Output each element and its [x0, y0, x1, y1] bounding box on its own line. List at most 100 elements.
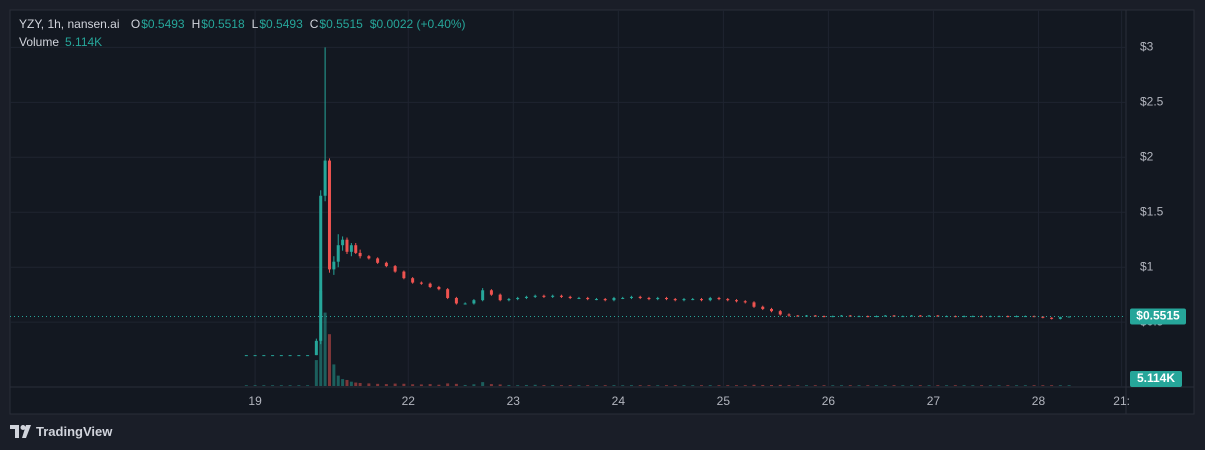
volume-bar	[699, 385, 703, 386]
candle-body	[345, 239, 349, 252]
candle-body	[770, 308, 774, 312]
candle-body	[542, 295, 546, 297]
candle-body	[454, 297, 458, 304]
candle-body	[288, 355, 292, 357]
candle-body	[384, 262, 388, 267]
ohlc-key: H	[191, 17, 201, 31]
volume-bar	[323, 312, 327, 386]
ohlc-value: $0.5493	[141, 17, 185, 31]
volume-bar	[831, 385, 835, 386]
x-tick-label: 25	[717, 394, 731, 408]
volume-bar	[1006, 385, 1010, 386]
candle-body	[936, 315, 940, 317]
volume-bar	[953, 385, 957, 386]
candle-body	[1058, 317, 1062, 319]
volume-bar	[345, 379, 349, 386]
ohlc-key: O	[130, 17, 141, 31]
volume-bar	[454, 383, 458, 386]
volume-bar	[542, 385, 546, 386]
y-tick-label: $2.5	[1140, 94, 1164, 108]
volume-bar	[822, 385, 826, 386]
y-tick-label: $3	[1140, 40, 1154, 54]
candle-body	[840, 315, 844, 317]
volume-bar	[901, 385, 905, 386]
volume-bar	[336, 375, 340, 386]
volume-bar	[446, 383, 450, 386]
candle-body	[787, 314, 791, 316]
candle-body	[1041, 316, 1045, 318]
candle-body	[778, 311, 782, 315]
candle-body	[629, 296, 633, 298]
volume-bar	[761, 384, 765, 386]
candle-body	[271, 355, 275, 357]
candle-body	[472, 300, 476, 304]
candle-body	[857, 316, 861, 318]
ohlc-value: $0.5493	[259, 17, 303, 31]
candle-body	[358, 252, 362, 257]
candle-body	[699, 299, 703, 301]
volume-bar	[1041, 385, 1045, 386]
volume-bar	[612, 385, 616, 386]
candle-body	[323, 160, 327, 196]
volume-bar	[796, 385, 800, 386]
volume-bar	[516, 385, 520, 386]
volume-bar	[962, 385, 966, 386]
candle-body	[1023, 316, 1027, 318]
volume-value-box	[1130, 371, 1182, 387]
volume-bar	[463, 384, 467, 386]
candle-body	[621, 297, 625, 299]
volume-bar	[288, 385, 292, 386]
candle-body	[336, 245, 340, 262]
candle-body	[376, 258, 380, 263]
candle-body	[437, 286, 441, 290]
candle-body	[516, 297, 520, 300]
candle-body	[761, 306, 765, 309]
candle-body	[568, 296, 572, 298]
branding: TradingView	[10, 424, 112, 439]
logo	[10, 424, 31, 438]
volume-bar	[918, 385, 922, 386]
volume-bar	[498, 384, 502, 386]
volume-bar	[603, 385, 607, 386]
volume-legend: Volume 5.114K	[19, 35, 109, 49]
volume-bar	[551, 384, 555, 386]
candle-body	[953, 316, 957, 318]
last-price-label: $0.5515	[1136, 309, 1180, 323]
volume-bar	[945, 385, 949, 386]
candle-body	[656, 297, 660, 300]
candle-body	[507, 299, 511, 301]
volume-bar	[664, 385, 668, 386]
candle-body	[883, 315, 887, 317]
volume-bar	[411, 384, 415, 386]
candle-body	[971, 316, 975, 318]
x-tick-label: 28	[1032, 394, 1046, 408]
volume-bar	[568, 385, 572, 386]
volume-bar	[507, 384, 511, 386]
candle-body	[332, 261, 336, 270]
volume-bar	[393, 383, 397, 386]
volume-bar	[840, 385, 844, 386]
candle-body	[647, 297, 651, 300]
candle-body	[297, 355, 301, 357]
candle-body	[446, 289, 450, 298]
volume-bar	[332, 364, 336, 386]
candle-body	[875, 316, 879, 318]
candle-body	[367, 256, 371, 259]
volume-bar	[577, 385, 581, 386]
volume-bar	[875, 385, 879, 386]
candle-body	[664, 297, 668, 300]
candle-body	[463, 303, 467, 305]
volume-bar	[524, 384, 528, 386]
candle-body	[1050, 317, 1054, 319]
candle-body	[743, 301, 747, 303]
volume-bar	[927, 385, 931, 386]
volume-bar	[559, 385, 563, 386]
volume-bar	[271, 385, 275, 386]
candle-body	[682, 299, 686, 301]
volume-bar	[647, 385, 651, 386]
volume-bar	[638, 385, 642, 386]
candle-body	[354, 245, 358, 253]
y-tick-label: $1	[1140, 259, 1154, 273]
volume-bar	[682, 385, 686, 386]
